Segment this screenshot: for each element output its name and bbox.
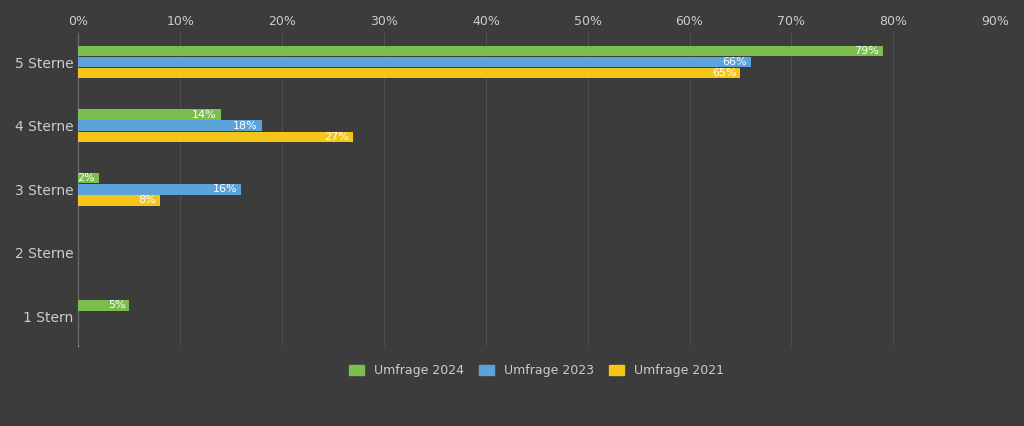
- Text: 14%: 14%: [193, 109, 217, 120]
- Bar: [79, 109, 221, 120]
- Bar: [79, 195, 160, 206]
- Bar: [79, 121, 262, 131]
- Bar: [79, 46, 883, 56]
- Text: 2%: 2%: [77, 173, 95, 183]
- Text: 66%: 66%: [722, 57, 746, 67]
- Text: 27%: 27%: [325, 132, 349, 142]
- Text: 5%: 5%: [108, 300, 125, 311]
- Text: 16%: 16%: [213, 184, 238, 194]
- Legend: Umfrage 2024, Umfrage 2023, Umfrage 2021: Umfrage 2024, Umfrage 2023, Umfrage 2021: [343, 358, 730, 383]
- Bar: [79, 68, 740, 78]
- Text: 79%: 79%: [854, 46, 879, 56]
- Text: 18%: 18%: [233, 121, 258, 131]
- Bar: [79, 57, 751, 67]
- Bar: [79, 132, 353, 142]
- Text: 65%: 65%: [712, 68, 736, 78]
- Bar: [79, 300, 129, 311]
- Bar: [79, 184, 242, 195]
- Bar: [79, 173, 99, 184]
- Text: 8%: 8%: [138, 196, 156, 205]
